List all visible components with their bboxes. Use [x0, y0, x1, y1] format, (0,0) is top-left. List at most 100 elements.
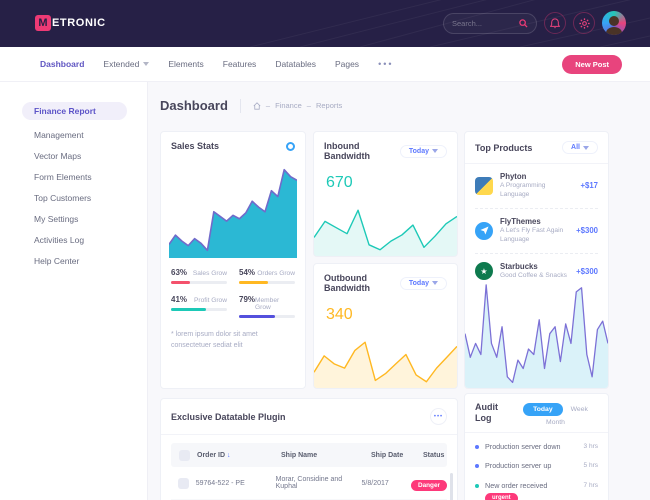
search-icon [519, 18, 528, 28]
breadcrumb-reports[interactable]: Reports [315, 101, 343, 110]
logo-m-badge: M [35, 15, 51, 31]
top-header: M ETRONIC Search... [0, 0, 650, 47]
divider [465, 432, 608, 433]
product-value: +$17 [580, 181, 598, 191]
gear-icon [578, 17, 590, 29]
search-input[interactable]: Search... [443, 12, 537, 34]
sidebar-item-finance-report[interactable]: Finance Report [22, 102, 127, 120]
product-row-starbucks[interactable]: ★ Starbucks Good Coffee & Snacks +$300 [475, 254, 598, 289]
audit-item: New order received urgent 7 hrs [475, 476, 598, 500]
tab-week[interactable]: Week [570, 406, 588, 413]
stat-profit-grow: 41% Profit Grow [171, 295, 227, 318]
progress-bar [171, 308, 227, 311]
select-all-checkbox[interactable] [178, 449, 190, 461]
nav-overflow-button[interactable]: ••• [378, 59, 394, 69]
python-icon [475, 176, 493, 195]
stat-member-grow: 79% Member Grow [239, 295, 295, 318]
sales-stats-chart [169, 162, 297, 258]
stat-orders-grow: 54% Orders Grow [239, 268, 295, 284]
sort-desc-icon: ↓ [226, 451, 231, 459]
chevron-down-icon [143, 62, 150, 66]
card-title: Top Products [475, 142, 533, 153]
sidebar-item-my-settings[interactable]: My Settings [34, 213, 79, 224]
card-title: Inbound Bandwidth [324, 141, 370, 161]
card-title: Sales Stats [171, 141, 220, 151]
nav-item-datatables[interactable]: Datatables [275, 59, 316, 69]
audit-item: Production server up 5 hrs [475, 456, 598, 475]
orders-table: Order ID ↓ Ship Name Ship Date Status 59… [171, 443, 453, 500]
person-silhouette-icon [606, 16, 622, 35]
settings-button[interactable] [573, 12, 595, 34]
paper-plane-icon [475, 221, 493, 240]
sales-stats-footnote: * lorem ipsum dolor sit amet consectetue… [171, 331, 258, 349]
column-status[interactable]: Status [423, 451, 445, 459]
table-row[interactable]: 59764-522 - PE Morar, Considine and Kuph… [171, 467, 447, 500]
status-badge: Danger [410, 480, 447, 491]
sidebar-item-activities-log[interactable]: Activities Log [34, 234, 85, 245]
nav-item-dashboard[interactable]: Dashboard [40, 59, 85, 69]
user-avatar[interactable] [602, 11, 626, 35]
card-title: Outbound Bandwidth [324, 273, 370, 293]
sidebar-item-form-elements[interactable]: Form Elements [34, 171, 92, 182]
divider [161, 434, 457, 435]
chevron-down-icon [432, 281, 438, 285]
row-checkbox[interactable] [177, 477, 189, 489]
nav-item-pages[interactable]: Pages [334, 59, 360, 69]
breadcrumb-finance[interactable]: Finance [275, 101, 302, 110]
product-row-phyton[interactable]: Phyton A Programming Language +$17 [475, 164, 598, 209]
table-scrollbar[interactable] [450, 473, 453, 500]
nav-item-elements[interactable]: Elements [168, 59, 204, 69]
bell-icon [550, 17, 560, 28]
new-post-button[interactable]: New Post [562, 55, 622, 74]
outbound-value: 340 [326, 306, 353, 323]
sidebar-item-top-customers[interactable]: Top Customers [34, 192, 92, 203]
nav-item-extended[interactable]: Extended [103, 59, 150, 69]
datatable-card: Exclusive Datatable Plugin ••• Order ID … [160, 398, 458, 500]
nav-item-features[interactable]: Features [222, 59, 257, 69]
active-nav-notch [55, 82, 65, 87]
notifications-button[interactable] [544, 12, 566, 34]
main-nav: Dashboard Extended Elements Features Dat… [0, 47, 650, 82]
outbound-filter-dropdown[interactable]: Today [399, 276, 447, 290]
audit-log-tabs: Today Week Month [513, 402, 598, 426]
column-ship-date[interactable]: Ship Date [371, 451, 404, 459]
products-filter-dropdown[interactable]: All [562, 141, 598, 154]
breadcrumb: – Finance – Reports [253, 101, 342, 110]
inbound-bandwidth-card: Inbound Bandwidth Today 670 [313, 131, 458, 257]
divider [465, 163, 608, 164]
ring-icon[interactable] [286, 141, 295, 151]
sidebar-item-management[interactable]: Management [34, 129, 84, 140]
column-ship-name[interactable]: Ship Name [281, 451, 318, 459]
metronic-logo[interactable]: M ETRONIC [35, 15, 106, 31]
progress-bar [239, 281, 295, 284]
card-title: Exclusive Datatable Plugin [171, 411, 286, 422]
tab-month[interactable]: Month [546, 419, 565, 426]
urgent-badge: urgent [485, 493, 518, 500]
product-row-flythemes[interactable]: FlyThemes A Let's Fly Fast Again Languag… [475, 209, 598, 254]
sidebar-item-vector-maps[interactable]: Vector Maps [34, 150, 82, 161]
inbound-value: 670 [326, 174, 353, 191]
header-decoration [249, 0, 650, 47]
sidebar: Finance Report Management Vector Maps Fo… [0, 82, 148, 500]
divider [239, 98, 241, 113]
audit-item: Production server down 3 hrs [475, 437, 598, 456]
home-icon[interactable] [253, 101, 261, 110]
page-title: Dashboard [160, 98, 228, 113]
sales-stats-card: Sales Stats 63% Sales Grow 54% Orders Grow… [160, 131, 306, 389]
sidebar-item-help-center[interactable]: Help Center [34, 255, 80, 266]
product-value: +$300 [576, 226, 598, 236]
progress-bar [171, 281, 227, 284]
inbound-chart [314, 204, 457, 256]
more-options-button[interactable]: ••• [430, 408, 447, 425]
column-order-id[interactable]: Order ID ↓ [197, 451, 231, 459]
outbound-chart [314, 336, 457, 388]
card-title: Audit Log [475, 402, 498, 424]
top-products-card: Top Products All Phyton A Programming La… [464, 131, 609, 389]
chevron-down-icon [583, 145, 589, 150]
starbucks-icon: ★ [475, 262, 493, 280]
inbound-filter-dropdown[interactable]: Today [399, 144, 447, 158]
tab-today[interactable]: Today [523, 403, 563, 416]
product-value: +$300 [576, 266, 598, 276]
audit-log-card: Audit Log Today Week Month Production se… [464, 393, 609, 500]
